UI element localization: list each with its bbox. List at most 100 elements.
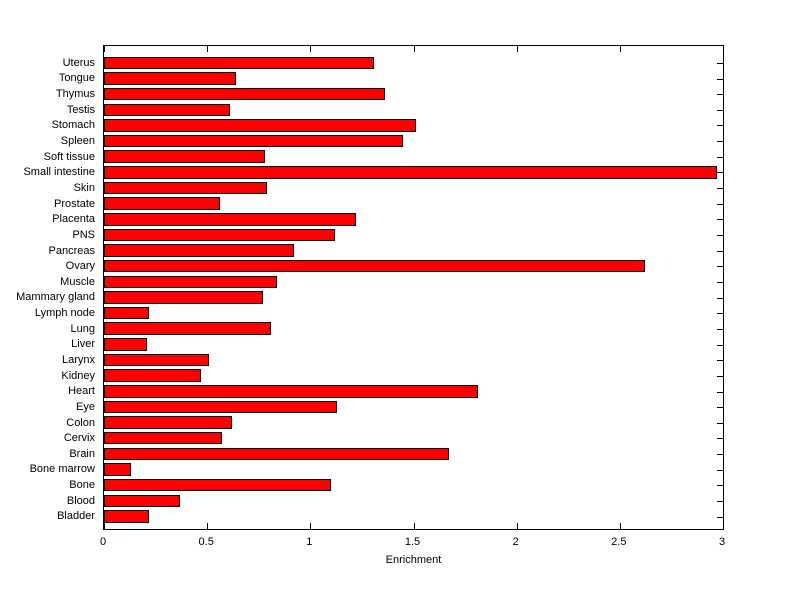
bar-spleen (104, 134, 404, 148)
y-tick-label: Ovary (65, 260, 95, 273)
plot-area (103, 45, 724, 530)
bar-lung (104, 322, 272, 335)
bar-row (104, 196, 723, 212)
y-tick-mark-right (717, 78, 723, 80)
bar-kidney (104, 369, 201, 382)
y-tick-mark-right (717, 360, 723, 362)
bar-row (104, 368, 723, 384)
bar-soft-tissue (104, 150, 265, 163)
bar-row (104, 509, 723, 525)
y-tick-label: PNS (72, 228, 95, 241)
bar-row (104, 274, 723, 290)
y-tick-label: Eye (76, 400, 95, 413)
bar-stomach (104, 119, 416, 132)
bar-lymph-node (104, 306, 150, 320)
bar-row (104, 164, 723, 180)
bar-tongue (104, 72, 237, 85)
bar-row (104, 180, 723, 196)
y-tick-mark-right (717, 266, 723, 268)
bar-pns (104, 228, 336, 242)
x-tick-mark (310, 523, 312, 529)
y-tick-mark-right (717, 219, 723, 221)
y-tick-label: Skin (73, 181, 95, 194)
bar-blood (104, 494, 181, 508)
x-tick-label: 1 (306, 536, 313, 548)
y-tick-label: Pancreas (48, 244, 95, 257)
bar-thymus (104, 87, 385, 101)
bar-uterus (104, 56, 375, 70)
bar-testis (104, 103, 230, 117)
y-tick-mark-right (717, 125, 723, 127)
bar-row (104, 290, 723, 306)
bar-small-intestine (104, 166, 717, 179)
y-tick-mark-right (717, 235, 723, 236)
bar-row (104, 399, 723, 415)
bar-row (104, 430, 723, 446)
bar-row (104, 352, 723, 368)
y-tick-label: Kidney (61, 369, 95, 382)
y-tick-mark-right (717, 454, 723, 456)
bar-row (104, 211, 723, 227)
y-tick-label: Tongue (58, 72, 95, 85)
y-tick-label: Mammary gland (16, 291, 95, 304)
x-tick-mark (413, 46, 415, 52)
y-tick-label: Uterus (62, 56, 95, 69)
bar-mammary-gland (104, 291, 263, 304)
y-tick-label: Spleen (60, 135, 95, 148)
bar-eye (104, 400, 338, 414)
y-tick-label: Muscle (60, 275, 95, 288)
bar-row (104, 493, 723, 509)
y-tick-mark-right (717, 516, 723, 518)
y-tick-label: Cervix (63, 432, 95, 445)
bar-row (104, 446, 723, 462)
bar-heart (104, 385, 478, 398)
y-tick-mark-right (717, 297, 723, 299)
x-axis-tick-labels: 0 0.5 1 1.5 2 2.5 3 (100, 536, 725, 550)
bar-bladder (104, 510, 150, 523)
bar-row (104, 55, 723, 71)
bar-liver (104, 338, 148, 351)
bar-prostate (104, 197, 220, 210)
y-tick-label: Stomach (51, 119, 95, 132)
y-tick-mark-right (717, 422, 723, 424)
y-tick-label: Lymph node (34, 307, 95, 320)
x-tick-mark (619, 523, 621, 529)
y-tick-label: Brain (69, 447, 95, 460)
y-tick-label: Placenta (52, 213, 95, 226)
x-tick-mark (723, 46, 724, 52)
bar-row (104, 462, 723, 478)
x-tick-label: 1.5 (404, 536, 421, 548)
x-tick-mark (516, 523, 518, 529)
bar-cervix (104, 431, 222, 445)
x-axis-title: Enrichment (385, 554, 442, 566)
y-tick-mark-right (717, 501, 723, 502)
y-tick-mark-right (717, 313, 723, 315)
bar-row (104, 415, 723, 431)
bar-row (104, 71, 723, 87)
y-tick-label: Prostate (54, 197, 95, 210)
y-tick-label: Liver (71, 338, 95, 351)
y-tick-mark-right (717, 344, 723, 346)
bar-ovary (104, 259, 645, 273)
y-tick-label: Soft tissue (43, 150, 95, 163)
bar-skin (104, 181, 267, 195)
bar-placenta (104, 213, 356, 226)
y-tick-mark-right (717, 281, 723, 283)
y-tick-label: Bladder (57, 510, 95, 523)
y-tick-label: Larynx (61, 353, 95, 366)
y-tick-mark-right (717, 438, 723, 440)
y-tick-mark-right (717, 156, 723, 158)
y-tick-mark-right (717, 391, 723, 393)
bar-series (104, 55, 723, 524)
bar-row (104, 258, 723, 274)
y-tick-mark-right (717, 375, 723, 377)
y-tick-label: Bone (69, 479, 95, 492)
bar-row (104, 227, 723, 243)
y-tick-mark-right (717, 172, 723, 174)
y-tick-mark-right (717, 109, 723, 111)
bar-row (104, 477, 723, 493)
y-tick-label: Heart (68, 385, 95, 398)
x-tick-label: 2 (512, 536, 519, 548)
y-tick-mark-right (717, 141, 723, 143)
